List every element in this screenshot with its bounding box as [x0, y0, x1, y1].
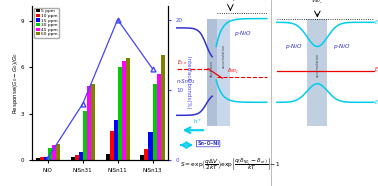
Y-axis label: Interface bonds(%): Interface bonds(%): [186, 57, 191, 109]
Text: p-NiO: p-NiO: [333, 44, 350, 49]
Bar: [79, 152, 83, 160]
Bar: [152, 84, 156, 160]
Bar: [156, 73, 161, 160]
Bar: [149, 132, 152, 160]
Bar: [56, 144, 60, 160]
Text: h$^+$: h$^+$: [194, 117, 203, 126]
Bar: [48, 148, 52, 160]
Bar: [75, 155, 79, 160]
Text: $E_{CB}$: $E_{CB}$: [374, 18, 378, 27]
Text: $E_{VB}$: $E_{VB}$: [374, 98, 378, 107]
Text: n-SnO₂: n-SnO₂: [177, 79, 195, 84]
Bar: [125, 58, 130, 160]
Text: $V_{NO_2}$: $V_{NO_2}$: [225, 0, 236, 4]
Text: $V_{NO_2}$: $V_{NO_2}$: [311, 0, 323, 6]
Bar: [52, 145, 56, 160]
Bar: [87, 86, 91, 160]
Legend: 5 ppm, 10 ppm, 15 ppm, 30 ppm, 45 ppm, 60 ppm: 5 ppm, 10 ppm, 15 ppm, 30 ppm, 45 ppm, 6…: [34, 8, 59, 38]
Bar: [105, 154, 110, 160]
Bar: [36, 158, 40, 160]
Y-axis label: Response$(G_0-G_0)/G_0$: Response$(G_0-G_0)/G_0$: [11, 52, 20, 114]
Bar: [110, 131, 114, 160]
Text: accumulation: accumulation: [221, 44, 225, 68]
Bar: [114, 120, 118, 160]
Bar: [44, 157, 48, 160]
Bar: [161, 55, 164, 160]
Text: accumulation: accumulation: [315, 53, 319, 77]
Text: $E_{f,n}$: $E_{f,n}$: [177, 59, 187, 67]
Text: $\delta_{NO_2}$: $\delta_{NO_2}$: [227, 67, 240, 76]
Bar: [307, 19, 327, 126]
Text: p-NiO: p-NiO: [285, 44, 301, 49]
Bar: [122, 61, 125, 160]
Bar: [40, 157, 44, 160]
Bar: [71, 157, 75, 160]
Text: depletion: depletion: [210, 60, 214, 77]
Bar: [144, 149, 149, 160]
Text: p-NiO: p-NiO: [234, 31, 251, 36]
Text: $S = \exp\!\left(\dfrac{q\Delta V}{2kT}\right)\exp\!\left[\dfrac{q\left(\delta_{: $S = \exp\!\left(\dfrac{q\Delta V}{2kT}\…: [180, 156, 281, 172]
Bar: [91, 84, 95, 160]
Bar: [118, 67, 122, 160]
Bar: [207, 19, 218, 126]
Bar: [217, 19, 230, 126]
Text: $E_{f,p}$: $E_{f,p}$: [374, 66, 378, 76]
Bar: [141, 155, 144, 160]
Bar: [83, 110, 87, 160]
Text: Sn–O–Ni: Sn–O–Ni: [197, 141, 219, 146]
